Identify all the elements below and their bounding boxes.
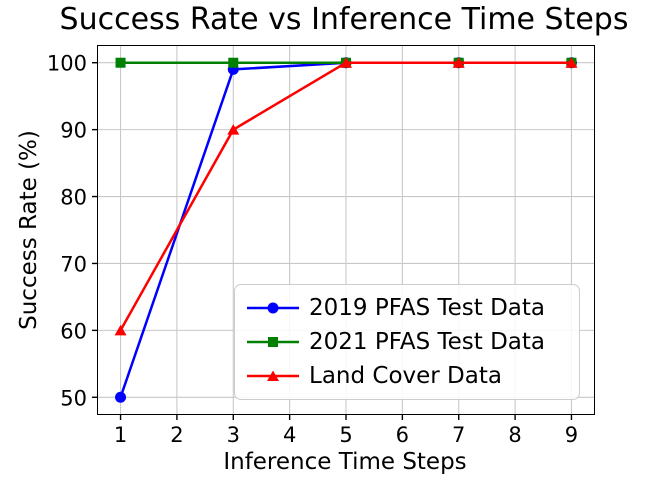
x-tick-label: 7 xyxy=(452,423,465,447)
y-tick-label: 50 xyxy=(60,386,87,410)
legend-label: Land Cover Data xyxy=(309,363,502,389)
x-tick-label: 1 xyxy=(114,423,127,447)
data-point xyxy=(114,324,127,336)
legend-marker xyxy=(267,302,279,314)
x-tick-label: 6 xyxy=(396,423,409,447)
data-point xyxy=(340,57,352,68)
y-tick-label: 70 xyxy=(60,252,87,276)
y-tick-label: 100 xyxy=(47,52,87,76)
legend-circle-marker-icon xyxy=(247,291,299,325)
chart-title: Success Rate vs Inference Time Steps xyxy=(59,2,629,37)
data-point xyxy=(115,57,126,68)
legend-label: 2019 PFAS Test Data xyxy=(309,295,545,321)
y-tick-label: 90 xyxy=(60,119,87,143)
x-tick-label: 9 xyxy=(565,423,578,447)
legend-triangle-marker-icon xyxy=(247,359,299,393)
data-point xyxy=(228,57,239,68)
data-point xyxy=(227,124,240,135)
legend-sample-line xyxy=(247,337,299,347)
legend-item: 2019 PFAS Test Data xyxy=(247,291,567,325)
legend-label: 2021 PFAS Test Data xyxy=(309,329,545,355)
y-axis-label: Success Rate (%) xyxy=(16,130,42,330)
y-tick-label: 60 xyxy=(60,319,87,343)
legend: 2019 PFAS Test Data 2021 PFAS Test Data … xyxy=(234,284,580,400)
x-axis-label: Inference Time Steps xyxy=(223,449,467,475)
legend-sample-line xyxy=(247,370,299,381)
legend-marker xyxy=(267,370,279,381)
data-point xyxy=(452,57,465,68)
x-tick-label: 4 xyxy=(283,423,296,447)
y-tick-label: 80 xyxy=(60,186,87,210)
data-point xyxy=(115,391,127,403)
legend-sample-line xyxy=(247,302,299,314)
legend-square-marker-icon xyxy=(247,325,299,359)
legend-item: Land Cover Data xyxy=(247,359,567,393)
x-tick-label: 5 xyxy=(339,423,352,447)
legend-item: 2021 PFAS Test Data xyxy=(247,325,567,359)
x-tick-label: 8 xyxy=(508,423,521,447)
legend-marker xyxy=(268,337,278,347)
x-tick-label: 3 xyxy=(227,423,240,447)
x-tick-label: 2 xyxy=(170,423,183,447)
data-point xyxy=(565,57,578,68)
